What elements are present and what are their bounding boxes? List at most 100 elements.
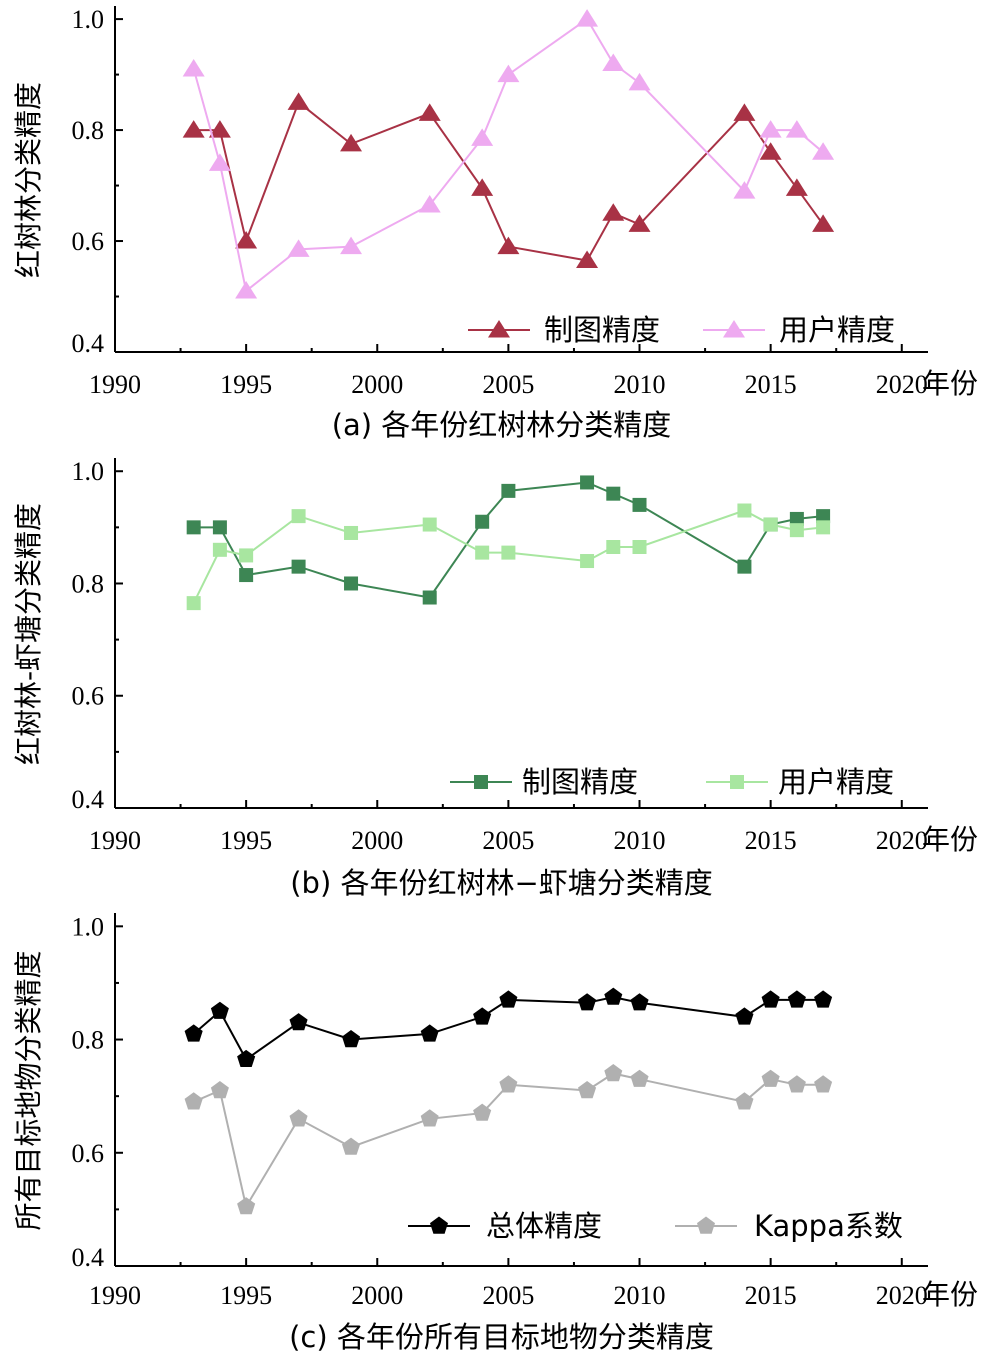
chart-panel-2: 1990 1995 2000 2005 2010 2015 2020 0.4 0.6 0.8 1.0… — [12, 457, 978, 900]
legend-label: 总体精度 — [486, 1209, 602, 1243]
data-point — [287, 239, 310, 257]
data-point — [787, 1075, 806, 1093]
data-point — [630, 1069, 649, 1087]
y-tick-label: 0.6 — [72, 1139, 105, 1168]
x-tick-label: 2000 — [351, 826, 403, 855]
data-point — [289, 1109, 308, 1127]
x-tick-label: 1995 — [220, 1281, 272, 1310]
data-point — [761, 990, 780, 1008]
x-unit-label: 年份 — [922, 367, 978, 400]
data-point — [210, 1001, 229, 1019]
legend-marker — [730, 775, 744, 789]
data-point — [475, 545, 490, 560]
legend-entry-2: 用户精度 — [706, 765, 894, 799]
data-point — [212, 542, 227, 557]
x-tick-label: 1990 — [89, 1281, 141, 1310]
series-1 — [184, 987, 833, 1067]
legend-marker — [697, 1216, 715, 1234]
data-point — [763, 517, 778, 532]
data-point — [239, 548, 254, 563]
data-point — [471, 178, 494, 196]
x-tick-label: 1995 — [220, 370, 272, 399]
data-point — [604, 987, 623, 1005]
data-point — [186, 596, 201, 611]
data-point — [340, 133, 363, 152]
y-tick-label: 0.4 — [72, 1243, 105, 1272]
data-point — [580, 475, 595, 490]
x-tick-label: 2015 — [745, 826, 797, 855]
x-unit-label: 年份 — [922, 823, 978, 856]
legend-marker — [723, 320, 745, 338]
data-point — [420, 1109, 439, 1127]
y-axis-title: 所有目标地物分类精度 — [12, 950, 45, 1230]
data-point — [816, 509, 831, 524]
data-point — [208, 153, 231, 171]
x-tick-label: 2005 — [482, 1281, 534, 1310]
data-point — [580, 554, 595, 569]
data-point — [342, 1137, 361, 1155]
data-point — [499, 990, 518, 1008]
data-point — [602, 53, 625, 71]
data-point — [186, 520, 201, 535]
data-point — [237, 1049, 256, 1067]
data-point — [344, 525, 359, 540]
y-tick-label: 0.4 — [72, 785, 105, 814]
data-point — [208, 120, 231, 138]
x-tick-label: 1990 — [89, 826, 141, 855]
chart-panel-3: 1990 1995 2000 2005 2010 2015 2020 0.4 0.6 0.8 1.0… — [12, 912, 978, 1354]
data-point — [602, 203, 625, 221]
data-point — [785, 120, 808, 138]
data-point — [239, 568, 254, 583]
data-point — [761, 1069, 780, 1087]
chart-caption: (a) 各年份红树林分类精度 — [332, 408, 672, 442]
legend-entry-1: 制图精度 — [468, 313, 660, 347]
chart-caption: (c) 各年份所有目标地物分类精度 — [289, 1320, 714, 1354]
data-point — [182, 120, 205, 138]
legend-label: Kappa系数 — [754, 1209, 903, 1243]
x-tick-label: 1990 — [89, 370, 141, 399]
data-point — [212, 520, 227, 535]
data-point — [235, 231, 258, 249]
data-point — [497, 236, 520, 255]
data-point — [342, 1030, 361, 1048]
y-tick-label: 1.0 — [72, 5, 105, 34]
y-tick-label: 0.4 — [72, 329, 105, 358]
data-point — [576, 250, 599, 268]
series-2 — [186, 503, 831, 611]
data-point — [632, 540, 647, 554]
legend-label: 用户精度 — [779, 313, 895, 347]
data-point — [422, 517, 437, 532]
data-point — [344, 576, 359, 591]
legend-entry-1: 制图精度 — [450, 765, 638, 799]
y-tick-label: 0.6 — [72, 227, 105, 256]
data-point — [814, 1075, 833, 1093]
data-point — [816, 520, 831, 535]
legend-marker — [474, 775, 488, 789]
chart-caption: (b) 各年份红树林−虾塘分类精度 — [290, 866, 713, 900]
data-point — [289, 1013, 308, 1031]
data-point — [473, 1103, 492, 1121]
data-point — [499, 1075, 518, 1093]
data-point — [576, 9, 599, 27]
data-point — [471, 128, 494, 146]
y-axis-title: 红树林-虾塘分类精度 — [12, 503, 45, 765]
data-point — [737, 559, 752, 574]
x-tick-label: 2000 — [351, 1281, 403, 1310]
series-1 — [186, 475, 831, 605]
x-unit-label: 年份 — [922, 1278, 978, 1311]
y-tick-label: 1.0 — [72, 912, 105, 941]
data-point — [184, 1092, 203, 1110]
data-point — [287, 92, 310, 110]
legend-label: 制图精度 — [544, 313, 660, 347]
data-point — [235, 280, 258, 299]
data-point — [606, 540, 621, 554]
series-2 — [184, 1064, 833, 1215]
x-tick-label: 2010 — [614, 826, 666, 855]
legend-marker — [430, 1216, 448, 1234]
x-tick-label: 2005 — [482, 370, 534, 399]
x-tick-label: 2010 — [614, 370, 666, 399]
data-point — [759, 120, 782, 138]
y-tick-label: 0.8 — [72, 116, 105, 145]
data-point — [501, 545, 516, 560]
data-point — [735, 1092, 754, 1110]
